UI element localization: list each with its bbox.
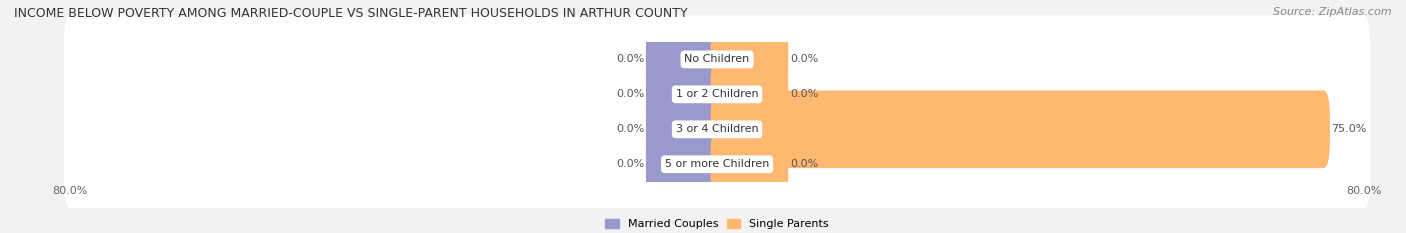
Text: 75.0%: 75.0% [1331,124,1367,134]
FancyBboxPatch shape [645,90,724,168]
Text: 0.0%: 0.0% [790,89,818,99]
FancyBboxPatch shape [645,126,724,203]
FancyBboxPatch shape [63,85,1371,173]
FancyBboxPatch shape [645,21,724,98]
FancyBboxPatch shape [63,15,1371,103]
Text: Source: ZipAtlas.com: Source: ZipAtlas.com [1274,7,1392,17]
Text: 0.0%: 0.0% [790,55,818,64]
FancyBboxPatch shape [710,126,789,203]
Text: No Children: No Children [685,55,749,64]
Text: 3 or 4 Children: 3 or 4 Children [676,124,758,134]
FancyBboxPatch shape [710,90,1330,168]
Text: 0.0%: 0.0% [790,159,818,169]
Text: 5 or more Children: 5 or more Children [665,159,769,169]
Text: INCOME BELOW POVERTY AMONG MARRIED-COUPLE VS SINGLE-PARENT HOUSEHOLDS IN ARTHUR : INCOME BELOW POVERTY AMONG MARRIED-COUPL… [14,7,688,20]
Legend: Married Couples, Single Parents: Married Couples, Single Parents [606,219,828,229]
Text: 1 or 2 Children: 1 or 2 Children [676,89,758,99]
Text: 0.0%: 0.0% [616,124,644,134]
FancyBboxPatch shape [710,21,789,98]
Text: 0.0%: 0.0% [616,89,644,99]
FancyBboxPatch shape [645,55,724,133]
FancyBboxPatch shape [710,55,789,133]
Text: 0.0%: 0.0% [616,159,644,169]
FancyBboxPatch shape [63,120,1371,208]
Text: 0.0%: 0.0% [616,55,644,64]
FancyBboxPatch shape [63,50,1371,138]
